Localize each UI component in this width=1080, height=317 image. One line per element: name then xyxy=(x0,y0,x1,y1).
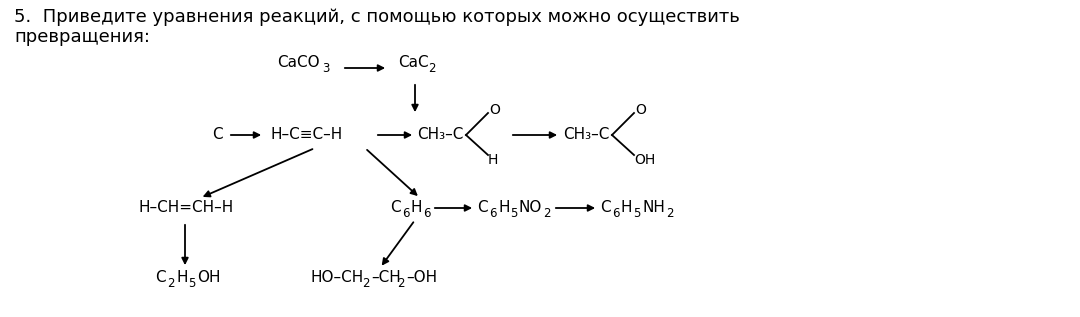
Text: OH: OH xyxy=(634,153,656,167)
Text: 6: 6 xyxy=(423,207,431,220)
Text: C: C xyxy=(600,200,610,215)
Text: 3: 3 xyxy=(322,62,329,75)
Text: превращения:: превращения: xyxy=(14,28,150,46)
Text: C: C xyxy=(212,127,222,142)
Text: NH: NH xyxy=(642,200,665,215)
Text: H: H xyxy=(498,200,510,215)
Text: 2: 2 xyxy=(167,277,175,290)
Text: –CH: –CH xyxy=(372,270,401,285)
Text: C: C xyxy=(390,200,401,215)
Text: CH₃–C: CH₃–C xyxy=(563,127,609,142)
Text: 5.  Приведите уравнения реакций, с помощью которых можно осуществить: 5. Приведите уравнения реакций, с помощь… xyxy=(14,8,740,26)
Text: 6: 6 xyxy=(489,207,497,220)
Text: O: O xyxy=(489,103,500,117)
Text: –OH: –OH xyxy=(406,270,437,285)
Text: 2: 2 xyxy=(543,207,551,220)
Text: H: H xyxy=(488,153,498,167)
Text: OH: OH xyxy=(197,270,220,285)
Text: O: O xyxy=(635,103,646,117)
Text: H–CH=CH–H: H–CH=CH–H xyxy=(138,200,233,215)
Text: 2: 2 xyxy=(666,207,674,220)
Text: C: C xyxy=(477,200,488,215)
Text: 2: 2 xyxy=(362,277,369,290)
Text: HO–CH: HO–CH xyxy=(310,270,363,285)
Text: 2: 2 xyxy=(397,277,405,290)
Text: CH₃–C: CH₃–C xyxy=(417,127,463,142)
Text: H–C≡C–H: H–C≡C–H xyxy=(270,127,342,142)
Text: NO: NO xyxy=(519,200,542,215)
Text: 6: 6 xyxy=(402,207,409,220)
Text: C: C xyxy=(156,270,165,285)
Text: CaCO: CaCO xyxy=(276,55,320,70)
Text: H: H xyxy=(176,270,188,285)
Text: 5: 5 xyxy=(633,207,640,220)
Text: 5: 5 xyxy=(188,277,195,290)
Text: 6: 6 xyxy=(612,207,620,220)
Text: 5: 5 xyxy=(510,207,517,220)
Text: 2: 2 xyxy=(428,62,435,75)
Text: H: H xyxy=(621,200,633,215)
Text: H: H xyxy=(411,200,422,215)
Text: CaC: CaC xyxy=(399,55,429,70)
